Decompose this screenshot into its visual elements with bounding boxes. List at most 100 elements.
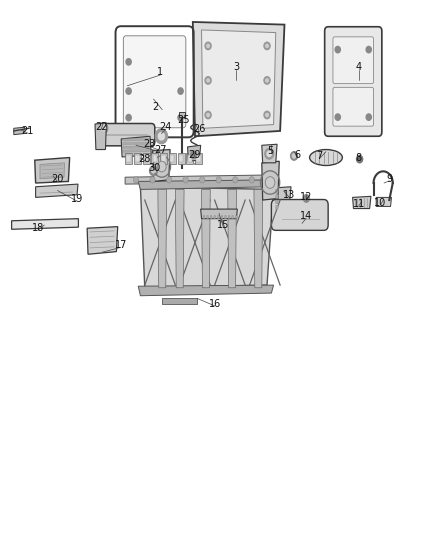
Text: 12: 12: [300, 192, 312, 203]
Circle shape: [249, 176, 254, 183]
Circle shape: [357, 156, 363, 163]
Text: 29: 29: [188, 150, 201, 160]
Text: 15: 15: [217, 220, 230, 230]
Text: 6: 6: [294, 150, 300, 160]
Circle shape: [335, 46, 340, 53]
Circle shape: [335, 114, 340, 120]
Polygon shape: [12, 219, 78, 229]
Circle shape: [207, 114, 209, 117]
Circle shape: [205, 111, 211, 119]
Circle shape: [152, 168, 155, 173]
Polygon shape: [228, 215, 230, 219]
Circle shape: [290, 152, 297, 160]
Polygon shape: [162, 298, 197, 304]
Polygon shape: [221, 215, 223, 219]
Polygon shape: [276, 205, 279, 209]
Text: 3: 3: [233, 62, 240, 72]
Polygon shape: [210, 215, 212, 219]
Circle shape: [101, 126, 106, 131]
Polygon shape: [152, 150, 170, 181]
Polygon shape: [123, 139, 149, 141]
Circle shape: [205, 77, 211, 84]
Text: 18: 18: [32, 223, 44, 233]
Polygon shape: [138, 285, 274, 296]
Circle shape: [183, 176, 188, 183]
FancyBboxPatch shape: [333, 37, 374, 84]
FancyBboxPatch shape: [124, 36, 186, 128]
Circle shape: [265, 149, 274, 159]
Text: 10: 10: [374, 198, 387, 208]
Polygon shape: [186, 154, 193, 164]
Polygon shape: [235, 215, 237, 219]
FancyBboxPatch shape: [333, 87, 374, 126]
Text: 25: 25: [177, 115, 190, 125]
Polygon shape: [143, 154, 150, 164]
Circle shape: [216, 176, 221, 183]
Text: 19: 19: [71, 194, 83, 204]
Polygon shape: [195, 154, 202, 164]
Text: 2: 2: [152, 102, 159, 112]
Polygon shape: [276, 195, 279, 198]
Circle shape: [126, 88, 131, 94]
Polygon shape: [123, 146, 149, 149]
Text: 4: 4: [356, 62, 362, 72]
Polygon shape: [134, 154, 141, 164]
Polygon shape: [193, 22, 285, 136]
Polygon shape: [121, 136, 151, 157]
Circle shape: [292, 154, 296, 158]
Polygon shape: [262, 144, 277, 163]
Polygon shape: [201, 30, 276, 128]
Polygon shape: [138, 180, 274, 189]
Circle shape: [207, 79, 209, 82]
Polygon shape: [254, 189, 263, 288]
Polygon shape: [170, 155, 174, 163]
Polygon shape: [276, 189, 279, 193]
Circle shape: [178, 115, 183, 121]
Circle shape: [155, 129, 167, 144]
Polygon shape: [214, 215, 216, 219]
Polygon shape: [217, 215, 219, 219]
Polygon shape: [135, 155, 140, 163]
Text: 11: 11: [353, 199, 365, 209]
Circle shape: [166, 176, 172, 183]
Text: 1: 1: [157, 68, 163, 77]
Polygon shape: [169, 154, 176, 164]
Ellipse shape: [310, 150, 343, 165]
Polygon shape: [160, 154, 167, 164]
Polygon shape: [353, 196, 371, 208]
Circle shape: [266, 114, 268, 117]
Text: 24: 24: [159, 122, 172, 132]
Polygon shape: [376, 197, 392, 206]
Text: 9: 9: [386, 174, 392, 184]
Text: 16: 16: [208, 298, 221, 309]
Text: 20: 20: [51, 174, 64, 184]
Circle shape: [134, 176, 139, 183]
Polygon shape: [187, 155, 192, 163]
Circle shape: [99, 123, 108, 134]
Circle shape: [150, 176, 155, 183]
Polygon shape: [175, 189, 184, 288]
Polygon shape: [276, 200, 279, 204]
Polygon shape: [144, 155, 148, 163]
Polygon shape: [179, 112, 185, 117]
Polygon shape: [123, 142, 149, 145]
Circle shape: [150, 166, 157, 175]
Circle shape: [126, 115, 131, 121]
Text: 13: 13: [283, 190, 295, 200]
Polygon shape: [228, 189, 237, 288]
Circle shape: [264, 42, 270, 50]
Polygon shape: [179, 155, 183, 163]
Text: 30: 30: [148, 163, 161, 173]
Circle shape: [265, 176, 275, 188]
Circle shape: [126, 59, 131, 65]
Polygon shape: [14, 127, 25, 135]
Text: 23: 23: [143, 139, 155, 149]
FancyBboxPatch shape: [98, 124, 155, 146]
Circle shape: [157, 161, 166, 172]
Circle shape: [207, 44, 209, 47]
Circle shape: [267, 151, 272, 157]
Circle shape: [264, 111, 270, 119]
Circle shape: [366, 46, 371, 53]
Circle shape: [266, 79, 268, 82]
Polygon shape: [151, 154, 158, 164]
